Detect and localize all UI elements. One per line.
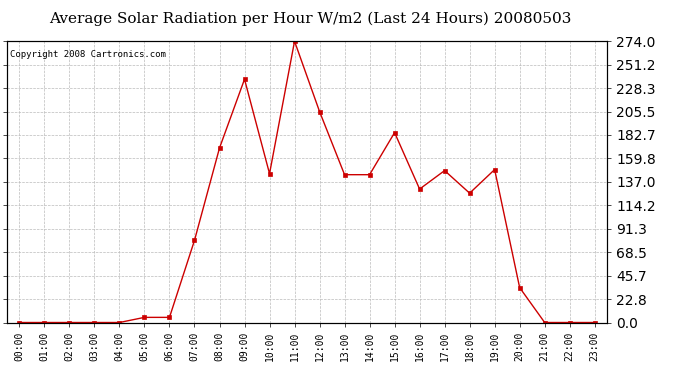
Text: Average Solar Radiation per Hour W/m2 (Last 24 Hours) 20080503: Average Solar Radiation per Hour W/m2 (L…: [49, 11, 572, 26]
Text: Copyright 2008 Cartronics.com: Copyright 2008 Cartronics.com: [10, 50, 166, 59]
